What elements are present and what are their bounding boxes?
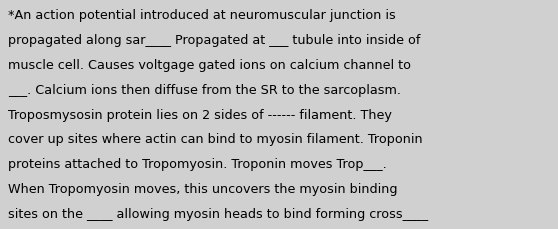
Text: ___. Calcium ions then diffuse from the SR to the sarcoplasm.: ___. Calcium ions then diffuse from the …: [8, 83, 401, 96]
Text: sites on the ____ allowing myosin heads to bind forming cross____: sites on the ____ allowing myosin heads …: [8, 207, 429, 220]
Text: proteins attached to Tropomyosin. Troponin moves Trop___.: proteins attached to Tropomyosin. Tropon…: [8, 158, 387, 171]
Text: *An action potential introduced at neuromuscular junction is: *An action potential introduced at neuro…: [8, 9, 396, 22]
Text: Troposmysosin protein lies on 2 sides of ------ filament. They: Troposmysosin protein lies on 2 sides of…: [8, 108, 392, 121]
Text: cover up sites where actin can bind to myosin filament. Troponin: cover up sites where actin can bind to m…: [8, 133, 423, 146]
Text: When Tropomyosin moves, this uncovers the myosin binding: When Tropomyosin moves, this uncovers th…: [8, 182, 398, 195]
Text: muscle cell. Causes voltgage gated ions on calcium channel to: muscle cell. Causes voltgage gated ions …: [8, 59, 411, 72]
Text: propagated along sar____ Propagated at ___ tubule into inside of: propagated along sar____ Propagated at _…: [8, 34, 421, 47]
